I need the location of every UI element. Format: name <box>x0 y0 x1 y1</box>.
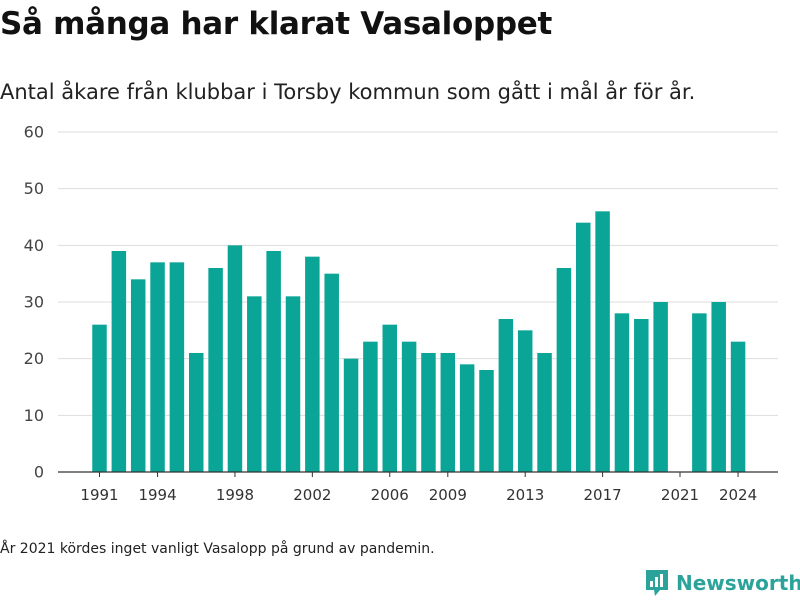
bar-2001 <box>285 296 301 472</box>
bar-2003 <box>324 273 339 472</box>
bar-2008 <box>421 353 436 472</box>
y-tick-label: 20 <box>24 349 44 368</box>
bar-2022 <box>692 313 707 472</box>
x-tick-label: 2006 <box>371 486 409 504</box>
bar-2000 <box>266 251 281 472</box>
y-axis-ticks: 0 10 20 30 40 50 60 <box>24 123 44 482</box>
y-tick-label: 40 <box>24 236 44 255</box>
bar-1992 <box>111 251 127 472</box>
y-tick-label: 0 <box>34 463 44 482</box>
bar-2024 <box>730 341 746 472</box>
bar-1998 <box>227 245 243 472</box>
bar-2009 <box>440 353 456 472</box>
bar-2018 <box>614 313 630 472</box>
bar-2004 <box>343 358 359 472</box>
bar-1994 <box>150 262 165 472</box>
bar-1997 <box>208 268 223 472</box>
bar-1999 <box>247 296 262 472</box>
y-tick-label: 30 <box>24 293 44 312</box>
bar-1995 <box>169 262 185 472</box>
x-tick-label: 1991 <box>80 486 118 504</box>
x-tick-label: 2021 <box>661 486 699 504</box>
brand-name: Newsworthy <box>676 571 800 595</box>
y-tick-label: 60 <box>24 123 44 142</box>
bar-2015 <box>556 268 572 472</box>
chart-title: Så många har klarat Vasaloppet <box>0 6 553 42</box>
x-tick-label: 2024 <box>719 486 757 504</box>
bar-2012 <box>498 319 514 472</box>
bar-2016 <box>576 222 591 472</box>
bar-2017 <box>595 211 610 472</box>
bar-2005 <box>363 341 378 472</box>
x-tick-label: 2017 <box>584 486 622 504</box>
y-tick-label: 10 <box>24 406 44 425</box>
x-tick-label: 1998 <box>216 486 254 504</box>
bars <box>92 211 746 472</box>
x-tick-label: 2013 <box>506 486 544 504</box>
x-axis-ticks: 1991 1994 1998 2002 2006 2009 2013 2017 2021 2024 <box>80 472 757 504</box>
chart-subtitle: Antal åkare från klubbar i Torsby kommun… <box>0 80 696 104</box>
bar-2020 <box>653 302 668 472</box>
bar-2007 <box>401 341 417 472</box>
x-tick-label: 1994 <box>138 486 176 504</box>
bar-2023 <box>711 302 726 472</box>
bar-1993 <box>130 279 146 472</box>
bar-1991 <box>92 324 107 472</box>
y-tick-label: 50 <box>24 179 44 198</box>
bar-chart: 0 10 20 30 40 50 60 1991 1994 1998 2002 2006 2009 20… <box>24 123 778 504</box>
bar-2011 <box>479 370 494 472</box>
bar-2013 <box>517 330 533 472</box>
bar-2014 <box>537 353 552 472</box>
newsworthy-logo-icon <box>646 570 668 596</box>
bar-1996 <box>189 353 204 472</box>
x-tick-label: 2009 <box>429 486 467 504</box>
bar-2010 <box>459 364 475 472</box>
gridlines <box>58 131 778 416</box>
bar-2002 <box>305 256 320 472</box>
bar-2019 <box>634 319 649 472</box>
x-tick-label: 2002 <box>293 486 331 504</box>
newsworthy-brand: Newsworthy <box>644 568 800 598</box>
footnote: År 2021 kördes inget vanligt Vasalopp på… <box>0 541 435 557</box>
bar-2006 <box>382 324 397 472</box>
